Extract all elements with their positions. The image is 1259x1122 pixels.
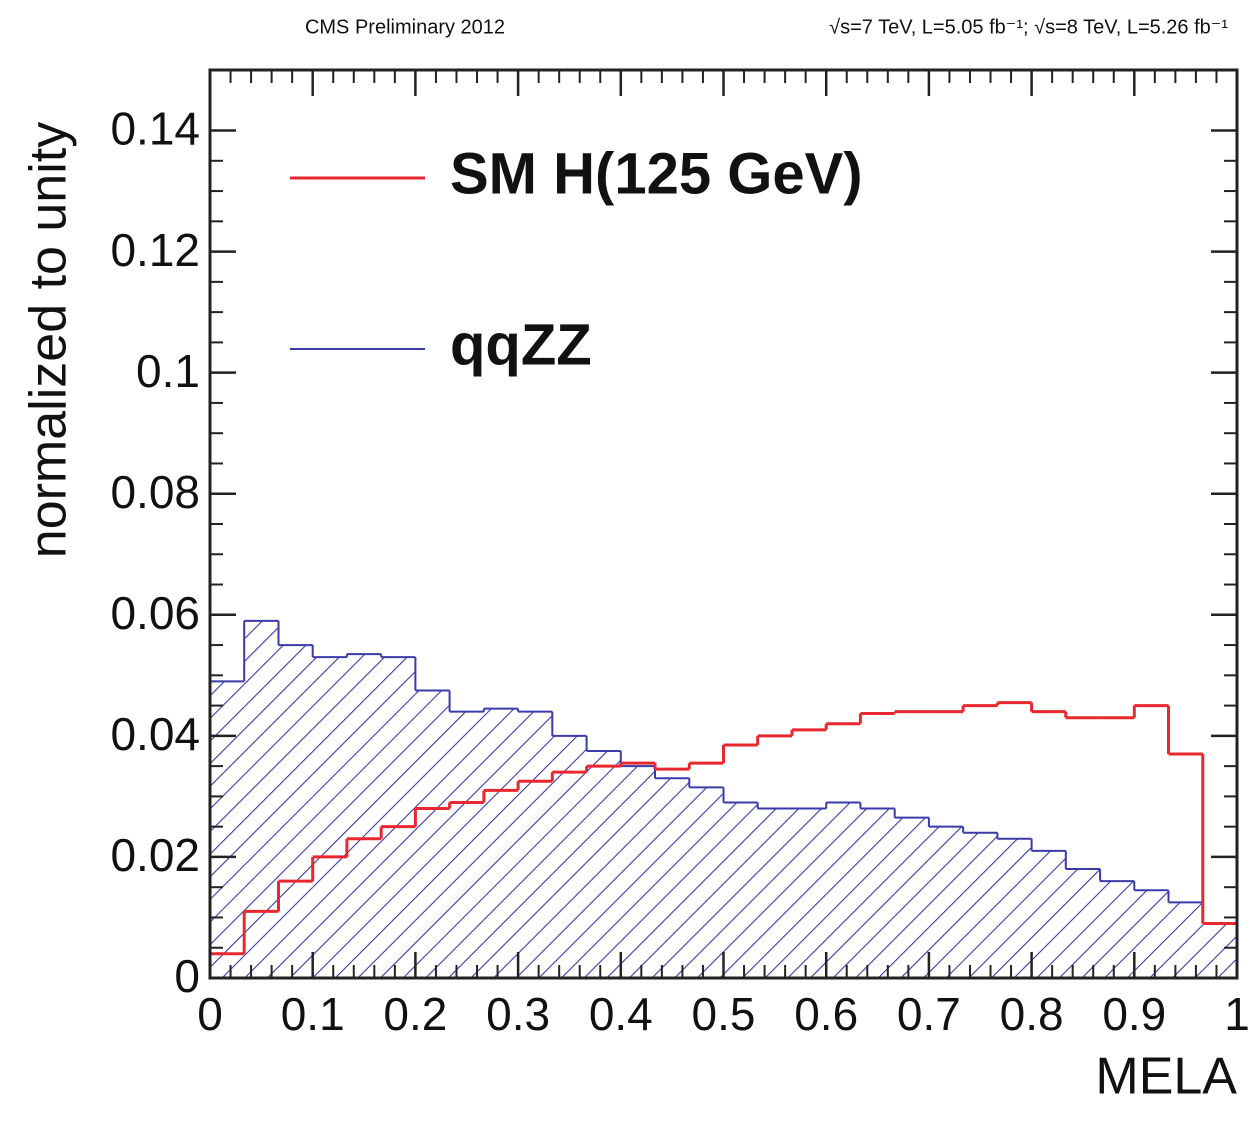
x-tick-label: 0.5: [692, 988, 756, 1040]
hatched-bar: [1065, 869, 1101, 978]
x-tick-label: 0.3: [486, 988, 550, 1040]
y-tick-label: 0.12: [110, 224, 200, 276]
hatched-bar: [244, 620, 279, 978]
plot-area: 0 0.02 0.04 0.06 0.08 0.1 0.12 0.14 0 0.1 0.2 0.3 0.…: [110, 68, 1250, 1040]
hatched-bar: [894, 817, 929, 978]
x-tick-label: 0.1: [281, 988, 345, 1040]
x-tick-label: 1: [1224, 988, 1250, 1040]
hatched-bar: [1168, 902, 1203, 978]
x-tick-label: 0.4: [589, 988, 653, 1040]
hatched-bar: [210, 681, 245, 978]
hatched-bar: [1134, 890, 1169, 978]
y-tick-label: 0.14: [110, 103, 200, 155]
x-tick-label: 0: [197, 988, 223, 1040]
hatched-bar: [518, 711, 553, 978]
legend-label: SM H(125 GeV): [450, 141, 863, 206]
hatched-bar: [997, 838, 1032, 978]
hatched-bar: [620, 766, 655, 978]
hatched-bar: [586, 751, 621, 978]
hatched-bar: [278, 645, 313, 978]
header-right: √s=7 TeV, L=5.05 fb⁻¹; √s=8 TeV, L=5.26 …: [829, 16, 1228, 38]
hatched-bar: [826, 802, 861, 978]
series-0: [208, 701, 1238, 978]
x-tick-label: 0.6: [794, 988, 858, 1040]
x-tick-label: 0.8: [1000, 988, 1064, 1040]
series-1: [209, 619, 1238, 978]
y-axis-label: normalized to unity: [20, 122, 78, 558]
y-tick-label: 0.1: [136, 345, 200, 397]
hatched-bar: [449, 711, 484, 978]
hatched-bar: [1031, 850, 1066, 978]
hatched-bar: [792, 808, 827, 978]
hatched-bar: [415, 690, 450, 978]
hatched-bar: [757, 808, 793, 978]
hatched-bar: [1100, 881, 1135, 978]
hatched-bar: [381, 657, 416, 978]
hatched-bar: [963, 832, 998, 978]
hatched-bar: [689, 787, 724, 978]
hatched-bar: [552, 735, 587, 978]
y-tick-label: 0: [174, 950, 200, 1002]
x-tick-label: 0.2: [383, 988, 447, 1040]
x-tick-label: 0.9: [1102, 988, 1166, 1040]
y-tick-label: 0.04: [110, 708, 200, 760]
hatched-bar: [723, 802, 758, 978]
y-tick-label: 0.02: [110, 829, 200, 881]
hatched-bar: [654, 778, 690, 978]
x-axis-label: MELA: [1095, 1048, 1237, 1106]
x-tick-label: 0.7: [897, 988, 961, 1040]
y-tick-label: 0.08: [110, 466, 200, 518]
legend-label: qqZZ: [450, 312, 592, 377]
header-left: CMS Preliminary 2012: [305, 16, 505, 38]
hatched-bar: [928, 826, 964, 978]
hatched-bar: [346, 654, 382, 978]
hatched-bar: [483, 708, 519, 978]
hatched-bar: [312, 657, 347, 978]
hatched-bar: [1202, 923, 1237, 978]
hatched-bar: [860, 808, 895, 978]
y-tick-label: 0.06: [110, 587, 200, 639]
